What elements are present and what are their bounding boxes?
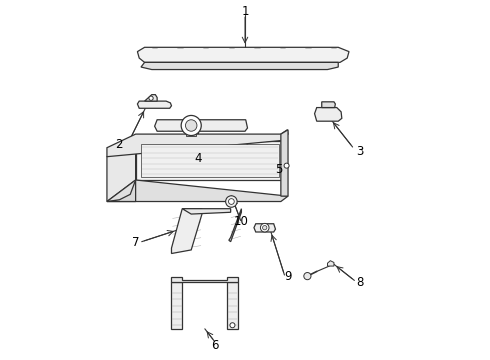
Polygon shape [227, 282, 238, 329]
Polygon shape [327, 261, 334, 266]
Text: 6: 6 [211, 339, 218, 352]
Polygon shape [141, 62, 338, 69]
Circle shape [260, 224, 269, 232]
Polygon shape [182, 209, 231, 214]
Polygon shape [281, 130, 288, 196]
Circle shape [181, 116, 201, 135]
Circle shape [186, 120, 197, 131]
Polygon shape [136, 140, 281, 180]
Circle shape [304, 273, 311, 280]
Polygon shape [322, 102, 335, 108]
Circle shape [225, 196, 237, 207]
Text: 8: 8 [356, 276, 364, 289]
Polygon shape [229, 209, 242, 242]
Polygon shape [186, 131, 196, 135]
Polygon shape [315, 108, 342, 121]
Polygon shape [137, 47, 349, 62]
Text: 1: 1 [241, 5, 249, 18]
Polygon shape [107, 140, 136, 202]
Polygon shape [172, 209, 202, 253]
Polygon shape [172, 277, 238, 282]
Text: 7: 7 [132, 236, 139, 249]
Text: 4: 4 [195, 152, 202, 165]
Polygon shape [145, 95, 157, 101]
Polygon shape [107, 180, 288, 202]
Circle shape [284, 163, 289, 168]
Polygon shape [254, 224, 275, 232]
Polygon shape [141, 144, 279, 177]
Polygon shape [107, 180, 136, 202]
Circle shape [149, 96, 153, 100]
Text: 2: 2 [115, 138, 122, 151]
Circle shape [263, 226, 267, 230]
Polygon shape [107, 130, 288, 157]
Circle shape [230, 323, 235, 328]
Text: 9: 9 [284, 270, 292, 283]
Polygon shape [155, 120, 247, 131]
Text: 10: 10 [234, 215, 249, 228]
Polygon shape [172, 282, 182, 329]
Text: 3: 3 [356, 145, 364, 158]
Circle shape [228, 199, 234, 204]
Text: 5: 5 [275, 163, 283, 176]
Polygon shape [137, 101, 172, 108]
